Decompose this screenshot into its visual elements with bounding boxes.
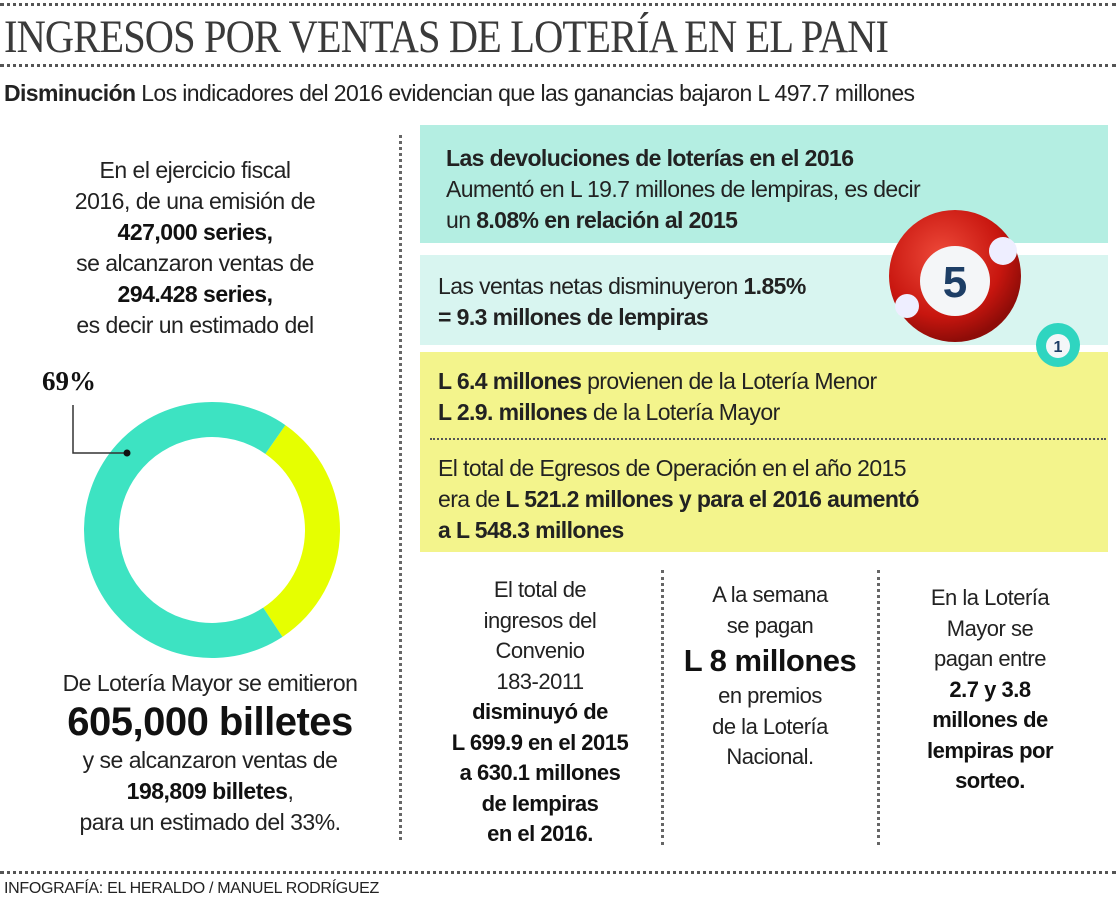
intro-line: En el ejercicio fiscal [99,157,291,183]
mayor-sold: 198,809 billetes [126,778,288,804]
mayor-line-1: De Lotería Mayor se emitieron [62,670,358,696]
ventas-line-1: Las ventas netas disminuyeron 1.85% [438,271,1108,302]
column-line: en el 2016. [487,821,593,846]
donut-data-label: 69% [42,366,96,396]
mayor-amount: L 2.9. millones [438,399,588,425]
menor-line: L 6.4 millones provienen de la Lotería M… [438,366,1108,397]
ball-number: 5 [943,258,967,307]
column-line: Convenio [495,638,585,663]
column-convenio: El total de ingresos del Convenio 183-2011 d… [420,575,660,850]
donut-slice-1 [263,425,341,637]
column-line: Mayor se [946,615,1034,641]
donut-leader-dot [123,449,131,457]
intro-text: En el ejercicio fiscal 2016, de una emisi… [0,155,390,341]
text: provienen de la Lotería Menor [581,368,877,394]
column-line: disminuyó de [472,699,608,724]
column-line: 2.7 y 3.8 [949,676,1031,702]
egresos-amount: L 521.2 millones y para el 2016 aumentó [505,486,919,512]
title-rule [0,64,1116,67]
column-separator [661,570,664,845]
intro-line: se alcanzaron ventas de [76,250,314,276]
text: era de [438,486,506,512]
donut-chart: 69% [42,366,341,658]
text: Las ventas netas disminuyeron [438,273,744,299]
bottom-rule [0,871,1116,874]
column-line: A la semana [712,582,828,607]
ventas-percent: 1.85% [743,273,806,299]
column-line: En la Lotería [930,585,1050,610]
intro-line: 294.428 series, [117,281,273,307]
column-line: Nacional. [726,744,814,769]
yellow-divider [430,438,1106,440]
mayor-line-4: 198,809 billetes, [0,776,420,807]
column-line: de lempiras [481,790,599,816]
donut-leader-line [72,405,127,454]
intro-line: 2016, de una emisión de [74,188,316,214]
subtitle-lead: Disminución [4,80,136,106]
column-line: pagan entre [934,646,1046,671]
devoluciones-line-2: Aumentó en L 19.7 millones de lempiras, … [446,176,921,202]
column-divider [399,135,402,840]
small-lottery-ball-icon: 1 [1036,323,1080,367]
mayor-big: 605,000 billetes [67,700,353,744]
egresos-line-3: a L 548.3 millones [438,515,1108,546]
menor-amount: L 6.4 millones [438,368,582,394]
devoluciones-title: Las devoluciones de loterías en el 2016 [446,143,1108,174]
mayor-line-5: para un estimado del 33%. [79,809,341,835]
column-line: El total de [493,577,587,602]
box-yellow: L 6.4 millones provienen de la Lotería M… [420,352,1108,552]
column-separator [877,570,880,845]
text: un [446,207,477,233]
column-line: L 699.9 en el 2015 [451,729,629,755]
column-line: a 630.1 millones [459,760,621,785]
subtitle: Disminución Los indicadores del 2016 evi… [4,80,915,107]
column-line: se pagan [726,612,814,638]
column-line: ingresos del [483,607,597,633]
donut-slice-0 [84,402,286,658]
mayor-line-3: y se alcanzaron ventas de [82,747,338,773]
small-ball-number: 1 [1054,339,1063,356]
devoluciones-value: 8.08% en relación al 2015 [476,207,738,233]
lottery-ball-icon: 5 [889,210,1021,342]
column-line: sorteo. [955,768,1025,793]
subtitle-text: Los indicadores del 2016 evidencian que … [135,80,915,106]
mayor-line: L 2.9. millones de la Lotería Mayor [438,397,1108,428]
mayor-text: De Lotería Mayor se emitieron 605,000 bi… [0,668,420,838]
top-rule [0,3,1116,6]
column-mayor: En la Lotería Mayor se pagan entre 2.7 y 3.… [880,583,1100,797]
column-line: millones de [932,707,1048,732]
column-semana: A la semana se pagan L 8 millones en premio… [664,580,876,773]
intro-line: es decir un estimado del [76,312,314,338]
column-line: de la Lotería [712,713,828,739]
devoluciones-heading: Las devoluciones de loterías en el 2016 [446,145,854,171]
ventas-amount: = 9.3 millones de lempiras [438,304,709,330]
column-line: en premios [718,683,822,708]
page-title: INGRESOS POR VENTAS DE LOTERÍA EN EL PAN… [4,11,889,63]
ventas-line-2: = 9.3 millones de lempiras [438,302,1108,333]
egresos-line-2: era de L 521.2 millones y para el 2016 a… [438,484,1108,515]
text: de la Lotería Mayor [587,399,780,425]
credit: INFOGRAFÍA: EL HERALDO / MANUEL RODRÍGUE… [4,880,380,897]
egresos-2016: a L 548.3 millones [438,517,624,543]
comma: , [287,778,294,804]
column-line: lempiras por [926,737,1054,763]
egresos-line-1: El total de Egresos de Operación en el a… [438,455,907,481]
column-line: 183-2011 [496,668,584,694]
column-line: L 8 millones [683,643,857,678]
devoluciones-line-3: un 8.08% en relación al 2015 [446,205,1108,236]
intro-line: 427,000 series, [117,219,273,245]
